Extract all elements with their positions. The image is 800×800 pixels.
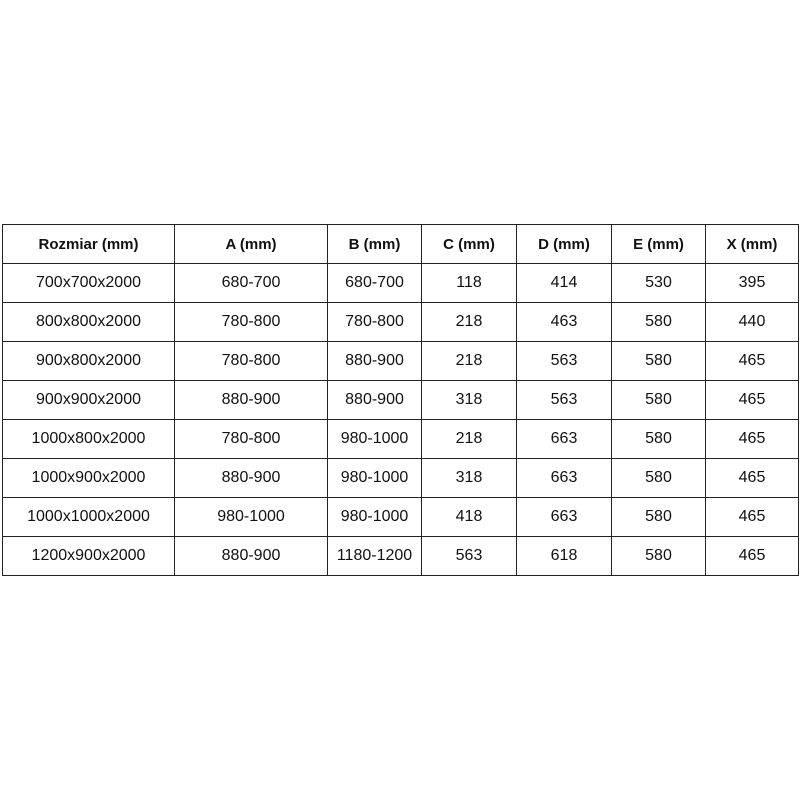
table-cell: 780-800 bbox=[174, 302, 328, 342]
table-cell: 580 bbox=[611, 497, 706, 537]
table-cell: 218 bbox=[421, 341, 517, 381]
table-cell: 880-900 bbox=[327, 341, 422, 381]
table-cell: 395 bbox=[705, 263, 799, 303]
table-cell: 1000x900x2000 bbox=[2, 458, 175, 498]
table-cell: 680-700 bbox=[174, 263, 328, 303]
column-header: A (mm) bbox=[174, 224, 328, 264]
table-cell: 563 bbox=[516, 341, 612, 381]
table-cell: 418 bbox=[421, 497, 517, 537]
column-header: E (mm) bbox=[611, 224, 706, 264]
column-header: X (mm) bbox=[705, 224, 799, 264]
table-cell: 1180-1200 bbox=[327, 536, 422, 576]
header-row: Rozmiar (mm) A (mm) B (mm) C (mm) D (mm) E (m… bbox=[2, 224, 799, 264]
table-cell: 780-800 bbox=[174, 341, 328, 381]
table-cell: 980-1000 bbox=[174, 497, 328, 537]
table-cell: 530 bbox=[611, 263, 706, 303]
table-cell: 663 bbox=[516, 497, 612, 537]
dimensions-table: Rozmiar (mm) A (mm) B (mm) C (mm) D (mm) E (m… bbox=[2, 224, 799, 576]
table-cell: 118 bbox=[421, 263, 517, 303]
table-cell: 465 bbox=[705, 536, 799, 576]
table-cell: 318 bbox=[421, 458, 517, 498]
table-row: 1000x1000x2000 980-1000 980-1000 418 663 580 4… bbox=[2, 497, 799, 537]
table-cell: 580 bbox=[611, 341, 706, 381]
table-cell: 580 bbox=[611, 536, 706, 576]
table-cell: 218 bbox=[421, 419, 517, 459]
table-row: 1200x900x2000 880-900 1180-1200 563 618 580 46… bbox=[2, 536, 799, 576]
column-header: B (mm) bbox=[327, 224, 422, 264]
table-cell: 880-900 bbox=[174, 380, 328, 420]
table-cell: 680-700 bbox=[327, 263, 422, 303]
table-cell: 465 bbox=[705, 458, 799, 498]
table-cell: 580 bbox=[611, 302, 706, 342]
table-row: 700x700x2000 680-700 680-700 118 414 530 395 bbox=[2, 263, 799, 303]
table-cell: 980-1000 bbox=[327, 497, 422, 537]
table-cell: 1000x1000x2000 bbox=[2, 497, 175, 537]
table-cell: 663 bbox=[516, 419, 612, 459]
table-cell: 440 bbox=[705, 302, 799, 342]
table-cell: 465 bbox=[705, 497, 799, 537]
table-cell: 563 bbox=[421, 536, 517, 576]
table-cell: 580 bbox=[611, 458, 706, 498]
table-cell: 580 bbox=[611, 380, 706, 420]
table-cell: 1200x900x2000 bbox=[2, 536, 175, 576]
table-cell: 580 bbox=[611, 419, 706, 459]
table-cell: 980-1000 bbox=[327, 419, 422, 459]
table-row: 800x800x2000 780-800 780-800 218 463 580 440 bbox=[2, 302, 799, 342]
table-cell: 414 bbox=[516, 263, 612, 303]
table-row: 900x800x2000 780-800 880-900 218 563 580 465 bbox=[2, 341, 799, 381]
table-cell: 318 bbox=[421, 380, 517, 420]
table-cell: 880-900 bbox=[174, 536, 328, 576]
table-cell: 980-1000 bbox=[327, 458, 422, 498]
table-cell: 1000x800x2000 bbox=[2, 419, 175, 459]
table-cell: 900x900x2000 bbox=[2, 380, 175, 420]
table-cell: 880-900 bbox=[174, 458, 328, 498]
table-cell: 563 bbox=[516, 380, 612, 420]
column-header: C (mm) bbox=[421, 224, 517, 264]
table-cell: 463 bbox=[516, 302, 612, 342]
table-cell: 900x800x2000 bbox=[2, 341, 175, 381]
table-cell: 780-800 bbox=[327, 302, 422, 342]
table-row: 900x900x2000 880-900 880-900 318 563 580 465 bbox=[2, 380, 799, 420]
table-cell: 780-800 bbox=[174, 419, 328, 459]
table-row: 1000x800x2000 780-800 980-1000 218 663 580 465 bbox=[2, 419, 799, 459]
column-header: Rozmiar (mm) bbox=[2, 224, 175, 264]
table-cell: 465 bbox=[705, 341, 799, 381]
table-cell: 800x800x2000 bbox=[2, 302, 175, 342]
table-row: 1000x900x2000 880-900 980-1000 318 663 580 465 bbox=[2, 458, 799, 498]
table-cell: 618 bbox=[516, 536, 612, 576]
table-cell: 663 bbox=[516, 458, 612, 498]
table-cell: 465 bbox=[705, 380, 799, 420]
table-cell: 465 bbox=[705, 419, 799, 459]
column-header: D (mm) bbox=[516, 224, 612, 264]
table-cell: 880-900 bbox=[327, 380, 422, 420]
table-cell: 218 bbox=[421, 302, 517, 342]
table-cell: 700x700x2000 bbox=[2, 263, 175, 303]
